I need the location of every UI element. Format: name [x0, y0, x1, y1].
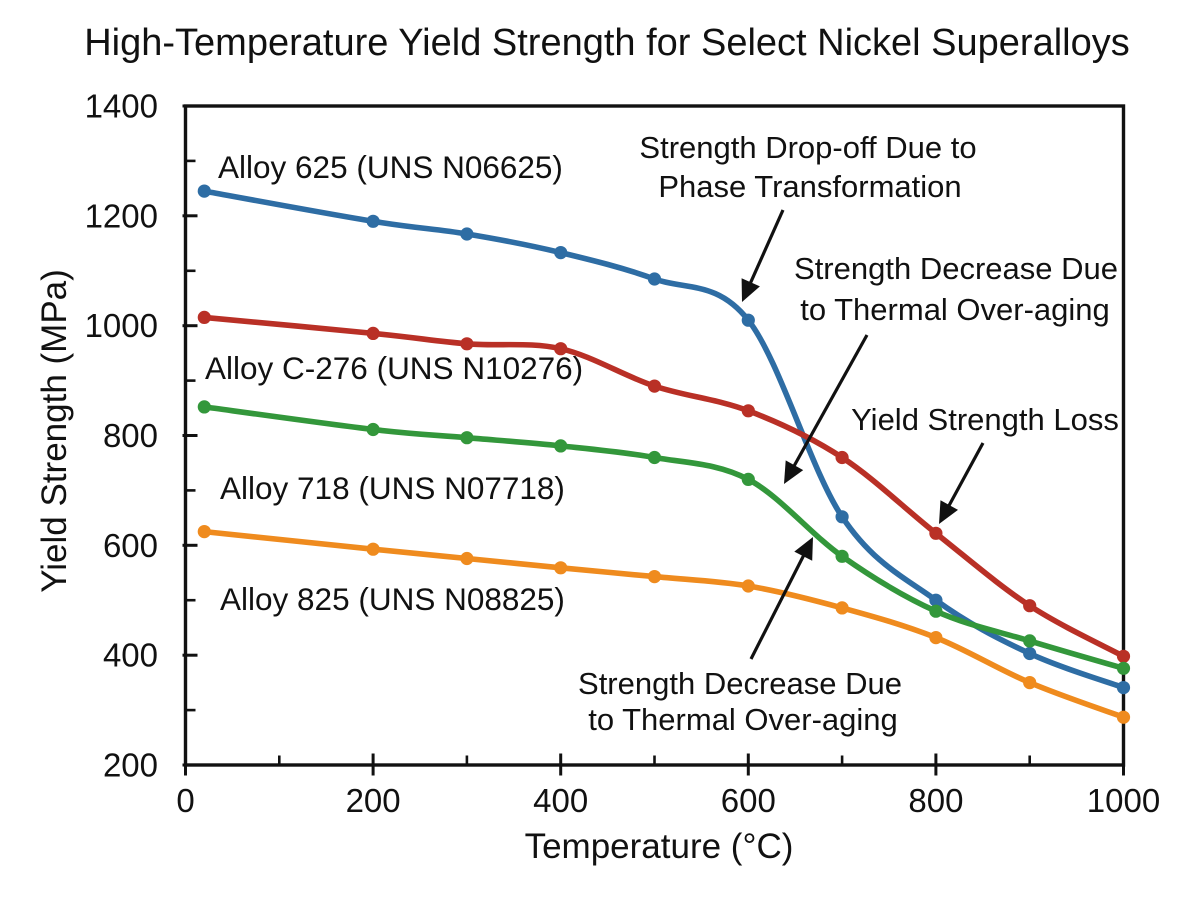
svg-text:to Thermal Over-aging: to Thermal Over-aging: [588, 702, 898, 737]
svg-text:Temperature (°C): Temperature (°C): [525, 827, 794, 866]
svg-text:Strength Drop-off Due to: Strength Drop-off Due to: [639, 130, 976, 165]
svg-text:0: 0: [176, 782, 194, 819]
svg-text:High-Temperature Yield Strengt: High-Temperature Yield Strength for Sele…: [84, 22, 1130, 64]
svg-text:Alloy 625 (UNS N06625): Alloy 625 (UNS N06625): [218, 149, 563, 185]
svg-text:Strength Decrease Due: Strength Decrease Due: [794, 251, 1118, 286]
svg-text:Alloy 825 (UNS N08825): Alloy 825 (UNS N08825): [220, 581, 565, 617]
svg-text:1000: 1000: [1087, 782, 1160, 819]
svg-text:Yield Strength Loss: Yield Strength Loss: [851, 402, 1119, 437]
svg-text:200: 200: [346, 782, 401, 819]
svg-text:600: 600: [721, 782, 776, 819]
svg-text:400: 400: [533, 782, 588, 819]
svg-text:Strength Decrease Due: Strength Decrease Due: [578, 666, 902, 701]
svg-text:1000: 1000: [85, 307, 158, 344]
svg-text:Phase Transformation: Phase Transformation: [658, 169, 961, 204]
svg-text:to Thermal Over-aging: to Thermal Over-aging: [800, 292, 1110, 327]
svg-text:600: 600: [103, 527, 158, 564]
svg-text:1400: 1400: [85, 88, 158, 125]
svg-text:1200: 1200: [85, 197, 158, 234]
svg-text:800: 800: [908, 782, 963, 819]
svg-text:Alloy C-276 (UNS N10276): Alloy C-276 (UNS N10276): [205, 350, 583, 386]
svg-text:Yield Strength (MPa): Yield Strength (MPa): [35, 269, 74, 593]
svg-text:Alloy 718 (UNS N07718): Alloy 718 (UNS N07718): [220, 470, 565, 506]
svg-text:800: 800: [103, 417, 158, 454]
svg-text:400: 400: [103, 637, 158, 674]
svg-text:200: 200: [103, 747, 158, 784]
